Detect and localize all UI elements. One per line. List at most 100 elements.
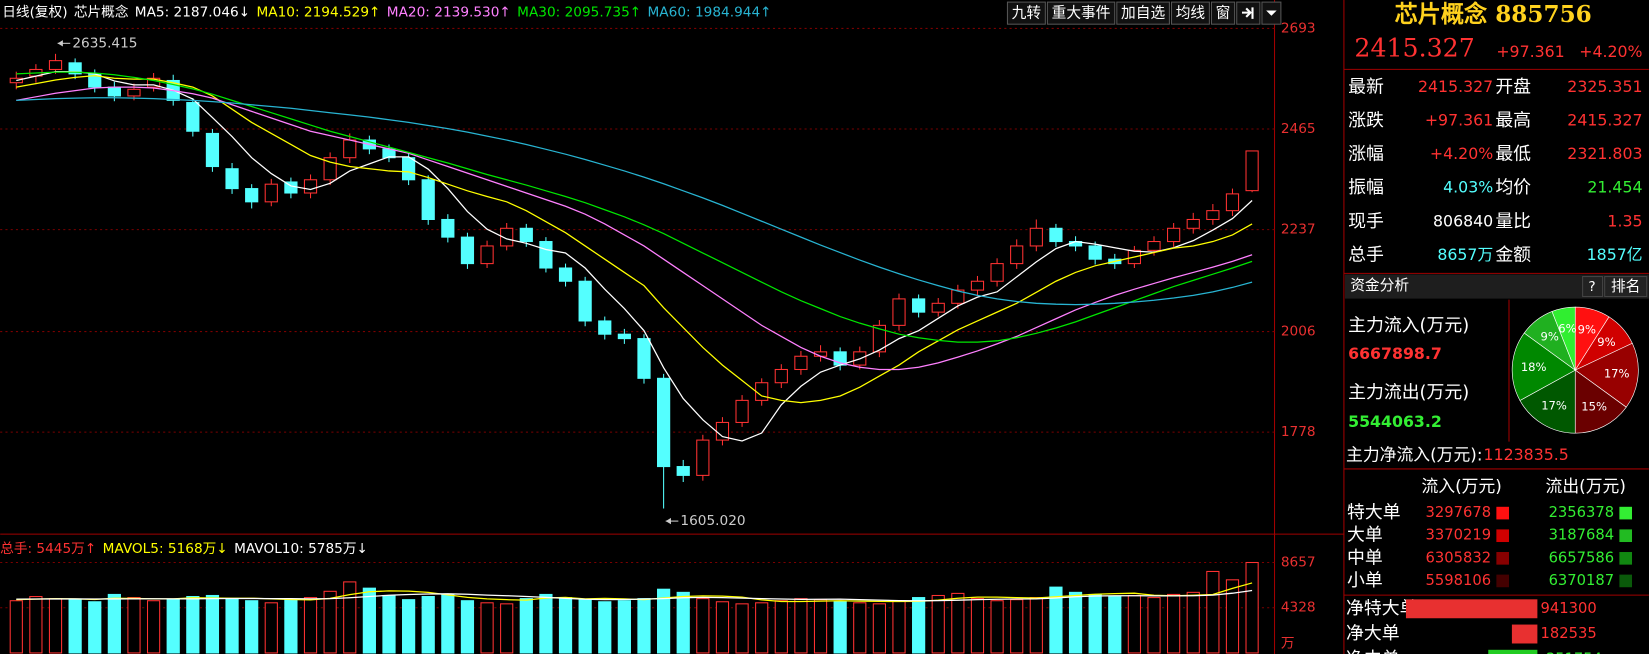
quote-value: +97.361 (1425, 110, 1493, 129)
flow-out-value: 3187684 (1549, 527, 1615, 544)
net-flow-label: 净中单 (1346, 648, 1400, 654)
candle-body (205, 132, 220, 168)
candle-body (460, 236, 475, 265)
candle-body (48, 60, 63, 70)
section-title: 资金分析 (1350, 277, 1409, 294)
flow-in-value: 3297678 (1426, 504, 1492, 521)
moving-average-line (16, 71, 1253, 343)
toolbar-label[interactable]: 窗 (1216, 4, 1231, 22)
candle-body (1245, 150, 1259, 192)
quote-label: 总手 (1348, 245, 1384, 266)
outflow-label: 主力流出(万元) (1348, 382, 1469, 403)
pie-label: 17% (1541, 398, 1567, 412)
legend-label: MA30: 2095.735↑ (517, 5, 641, 21)
candle-body (931, 302, 945, 313)
volume-bar (1108, 596, 1122, 654)
volume-bar (441, 593, 455, 654)
volume-bar (1186, 591, 1200, 654)
quote-label: 金额 (1495, 245, 1531, 266)
volume-bar (186, 596, 200, 654)
moving-average-line (16, 97, 1253, 306)
candle-body (401, 157, 416, 181)
toolbar-button[interactable] (1116, 1, 1170, 25)
candle-body (264, 183, 278, 203)
annotation-label: 2635.415 (72, 35, 137, 51)
candle-body (1147, 241, 1161, 251)
volume-bar (735, 603, 749, 654)
toolbar-label[interactable]: 均线 (1176, 5, 1206, 22)
toolbar-label[interactable]: 九转 (1012, 5, 1042, 22)
candle-body (774, 368, 788, 384)
volume-bar (931, 594, 945, 654)
candle-body (558, 267, 573, 282)
volume-bar (598, 601, 612, 654)
candle-body (1225, 193, 1240, 212)
legend-label: MA20: 2139.530↑ (387, 5, 511, 21)
volume-bar (892, 600, 906, 654)
candle-body (480, 245, 494, 265)
volume-bar (146, 600, 161, 654)
volume-bar (303, 597, 318, 654)
volume-bar (401, 599, 416, 654)
candle-body (990, 263, 1004, 282)
rank-label[interactable]: 排名 (1611, 278, 1640, 295)
candle-body (696, 439, 710, 476)
help-label[interactable]: ? (1588, 279, 1595, 295)
pie-label: 18% (1521, 360, 1547, 374)
toolbar-button[interactable] (1006, 1, 1046, 25)
help-button[interactable] (1582, 276, 1604, 298)
volume-bar (637, 598, 651, 654)
volume-bar (48, 598, 63, 654)
quote-value: 2325.351 (1567, 77, 1642, 96)
candle-body (245, 188, 259, 203)
candle-body (951, 289, 965, 304)
toolbar-button[interactable] (1046, 1, 1116, 25)
volume-bar (421, 596, 435, 654)
flow-out-value: 6657586 (1549, 549, 1615, 566)
annotation-arrowhead (665, 517, 671, 525)
candle-body (68, 62, 82, 75)
candle-body (441, 218, 455, 238)
net-flow-value: 941300 (1541, 600, 1597, 617)
volume-bar (1088, 593, 1102, 654)
volume-bar (107, 593, 121, 654)
toolbar-button[interactable] (1210, 1, 1236, 25)
candle-body (578, 280, 592, 322)
quote-label: 均价 (1495, 177, 1531, 198)
volume-bar (951, 592, 965, 654)
flow-label: 特大单 (1347, 502, 1401, 523)
volume-bar (1010, 599, 1024, 654)
rank-button[interactable] (1604, 276, 1648, 298)
pie-label: 9% (1597, 335, 1615, 349)
legend-label: MA60: 1984.944↑ (648, 5, 772, 21)
y-unit-label: 万 (1281, 635, 1295, 651)
volume-bar (853, 602, 867, 654)
volume-bar (323, 590, 337, 654)
candle-body (500, 227, 514, 247)
candle-body (637, 338, 651, 379)
last-price: 2415.327 (1354, 33, 1474, 62)
net-flow-label: 净大单 (1346, 623, 1400, 644)
candle-body (1049, 227, 1063, 243)
volume-bar (1029, 597, 1043, 654)
volume-bar (1049, 586, 1063, 654)
panel-title: 芯片概念 885756 (1395, 1, 1592, 28)
flow-label: 大单 (1347, 525, 1383, 546)
net-flow-bar (1488, 649, 1538, 654)
moving-average-line (16, 86, 1253, 371)
toolbar-label[interactable]: 重大事件 (1052, 5, 1111, 22)
volume-bar (578, 599, 592, 654)
candle-body (1186, 218, 1200, 229)
toolbar-label[interactable]: 加自选 (1121, 5, 1165, 22)
volume-bar (127, 597, 141, 654)
volume-bar (774, 600, 788, 654)
candle-body (598, 320, 612, 335)
toolbar-button[interactable] (1170, 1, 1210, 25)
volume-bar (362, 587, 376, 654)
flow-out-swatch (1619, 529, 1633, 543)
quote-label: 开盘 (1495, 76, 1531, 97)
volume-bar (264, 602, 278, 654)
volume-bar (990, 600, 1004, 654)
volume-bar (696, 598, 710, 654)
